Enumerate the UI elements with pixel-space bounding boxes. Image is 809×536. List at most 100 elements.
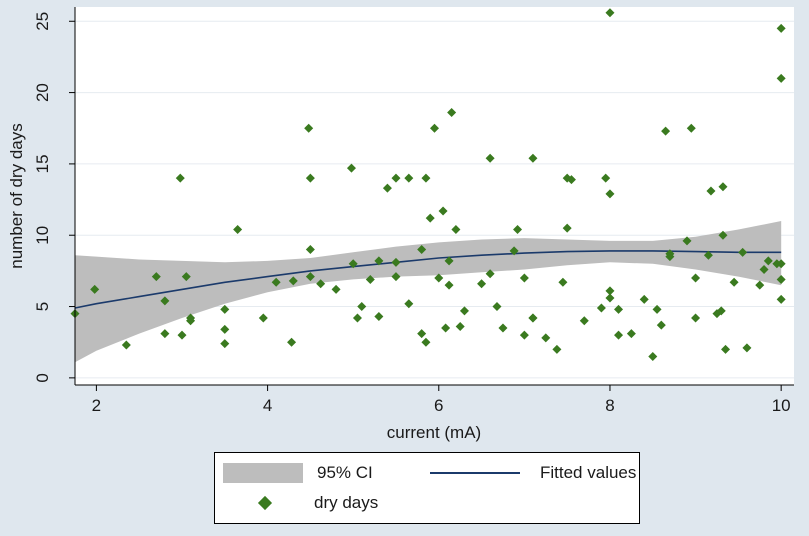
data-point	[160, 296, 170, 306]
y-tick-label-10: 10	[33, 226, 52, 245]
legend-points-label: dry days	[314, 493, 379, 512]
data-point	[492, 302, 502, 312]
data-point	[287, 337, 297, 347]
data-point	[566, 175, 576, 185]
data-point	[601, 173, 611, 183]
data-point	[121, 340, 131, 350]
data-point	[742, 343, 752, 353]
legend: 95% CI Fitted values dry days	[214, 452, 640, 524]
data-point	[605, 189, 615, 199]
y-tick-label-5: 5	[33, 302, 52, 311]
data-point	[519, 273, 529, 283]
data-point	[477, 279, 487, 289]
data-point	[455, 322, 465, 332]
x-tick-label-6: 6	[434, 396, 443, 415]
data-point	[605, 293, 615, 303]
data-point	[451, 225, 461, 235]
data-point	[382, 183, 392, 193]
data-point	[421, 173, 431, 183]
data-point	[271, 277, 281, 287]
data-point	[417, 329, 427, 339]
data-point	[485, 153, 495, 163]
data-point	[652, 304, 662, 314]
data-point	[776, 274, 786, 284]
y-axis-ticks: 0 5 10 15 20 25	[33, 12, 75, 383]
data-point	[365, 274, 375, 284]
data-point	[718, 230, 728, 240]
data-point	[348, 259, 358, 269]
y-axis-label: number of dry days	[7, 123, 26, 269]
data-point	[316, 279, 326, 289]
data-point	[485, 269, 495, 279]
data-point	[614, 330, 624, 340]
data-point	[605, 8, 615, 18]
legend-item-fit: Fitted values	[430, 463, 636, 483]
y-tick-label-15: 15	[33, 154, 52, 173]
points-layer	[70, 8, 786, 361]
data-point	[738, 247, 748, 257]
data-point	[288, 276, 298, 286]
data-point	[614, 304, 624, 314]
data-point	[562, 223, 572, 233]
data-point	[175, 173, 185, 183]
data-point	[305, 244, 315, 254]
legend-fit-swatch	[430, 472, 520, 474]
data-point	[661, 126, 671, 136]
data-point	[444, 280, 454, 290]
data-point	[706, 186, 716, 196]
data-point	[421, 337, 431, 347]
data-point	[703, 250, 713, 260]
data-point	[357, 302, 367, 312]
data-point	[552, 344, 562, 354]
data-point	[417, 244, 427, 254]
data-point	[579, 316, 589, 326]
data-point	[430, 123, 439, 133]
data-point	[434, 273, 444, 283]
data-point	[776, 259, 786, 269]
data-point	[682, 236, 692, 246]
data-point	[391, 272, 401, 282]
data-point	[438, 206, 448, 216]
data-point	[220, 304, 230, 314]
data-point	[718, 182, 728, 192]
data-point	[656, 320, 666, 330]
data-point	[177, 330, 187, 340]
data-point	[346, 163, 356, 173]
data-point	[233, 225, 243, 235]
data-point	[596, 303, 606, 313]
data-point	[648, 351, 658, 361]
ci-band-layer	[75, 221, 782, 363]
fitted-line-layer	[74, 250, 782, 309]
data-point	[776, 73, 786, 83]
data-point	[404, 173, 414, 183]
data-point	[626, 329, 636, 339]
legend-ci-label: 95% CI	[317, 463, 373, 482]
data-point	[304, 123, 314, 133]
legend-ci-swatch	[223, 463, 303, 483]
data-point	[755, 280, 765, 290]
y-tick-label-25: 25	[33, 12, 52, 31]
data-point	[721, 344, 731, 354]
data-point	[404, 299, 414, 309]
data-point	[691, 313, 701, 323]
fitted-line	[74, 250, 782, 309]
data-point	[665, 252, 675, 262]
data-point	[305, 173, 315, 183]
data-point	[186, 313, 196, 323]
data-point	[331, 284, 341, 294]
legend-points-swatch	[257, 495, 273, 511]
data-point	[763, 256, 773, 266]
x-tick-label-8: 8	[605, 396, 614, 415]
data-point	[181, 272, 191, 282]
data-point	[541, 333, 551, 343]
data-point	[498, 323, 508, 333]
legend-item-points: dry days	[219, 493, 378, 513]
plot-area	[75, 7, 794, 385]
data-point	[391, 173, 401, 183]
data-point	[519, 330, 529, 340]
data-point	[441, 323, 451, 333]
data-point	[258, 313, 268, 323]
x-axis-ticks: 2 4 6 8 10	[92, 385, 791, 415]
data-point	[605, 286, 615, 296]
